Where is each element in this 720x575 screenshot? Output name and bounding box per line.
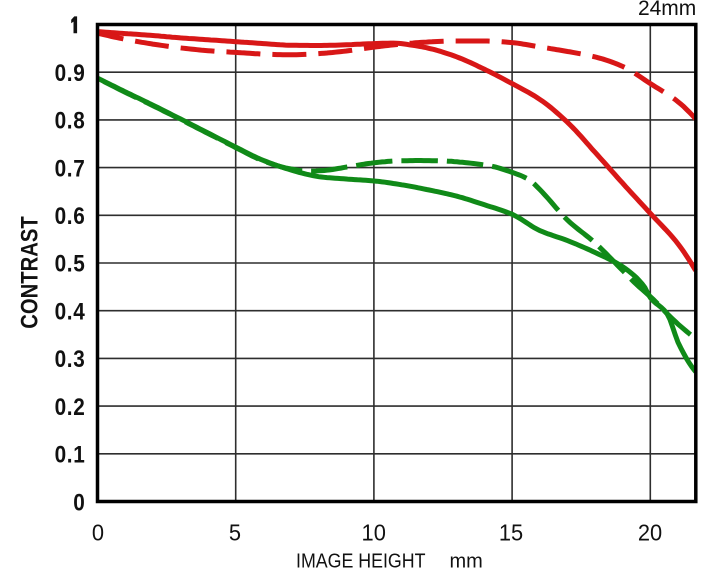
svg-text:0.7: 0.7 [55, 155, 86, 182]
svg-text:0.5: 0.5 [55, 250, 86, 277]
svg-text:5: 5 [229, 520, 241, 546]
svg-text:20: 20 [638, 520, 662, 546]
svg-text:IMAGE HEIGHT: IMAGE HEIGHT [296, 550, 426, 570]
svg-text:15: 15 [499, 520, 523, 546]
svg-text:0.9: 0.9 [55, 60, 86, 87]
svg-text:mm: mm [450, 550, 483, 570]
svg-text:10: 10 [362, 520, 386, 546]
svg-text:0.4: 0.4 [55, 298, 86, 325]
svg-text:0.6: 0.6 [55, 203, 86, 230]
svg-text:0.3: 0.3 [55, 346, 86, 373]
svg-text:0: 0 [73, 489, 85, 516]
svg-text:0: 0 [92, 520, 104, 546]
svg-text:0.2: 0.2 [55, 393, 86, 420]
svg-text:0.1: 0.1 [55, 441, 86, 468]
svg-text:0.8: 0.8 [55, 107, 86, 134]
svg-text:24mm: 24mm [638, 0, 696, 20]
svg-text:CONTRAST: CONTRAST [16, 216, 43, 329]
